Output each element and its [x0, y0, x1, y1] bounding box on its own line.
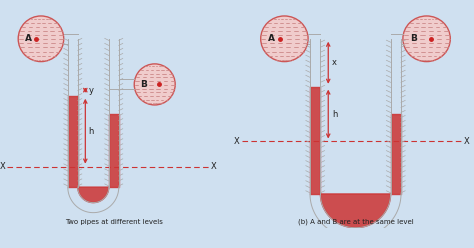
Text: (b) A and B are at the same level: (b) A and B are at the same level: [298, 218, 413, 225]
Circle shape: [261, 16, 308, 62]
Text: B: B: [410, 34, 417, 43]
Text: Two pipes at different levels: Two pipes at different levels: [65, 219, 163, 225]
Text: A: A: [25, 34, 32, 43]
Text: h: h: [332, 110, 337, 119]
Polygon shape: [320, 194, 391, 228]
Text: B: B: [140, 80, 147, 89]
Text: X: X: [464, 137, 470, 146]
Circle shape: [403, 16, 450, 62]
Text: x: x: [332, 58, 337, 67]
Text: h: h: [89, 127, 94, 136]
Text: X: X: [211, 162, 217, 171]
Circle shape: [18, 16, 64, 62]
Text: X: X: [0, 162, 5, 171]
Polygon shape: [78, 187, 109, 203]
Text: A: A: [268, 34, 275, 43]
Text: X: X: [234, 137, 240, 146]
Circle shape: [134, 64, 175, 105]
Text: y: y: [89, 86, 94, 95]
